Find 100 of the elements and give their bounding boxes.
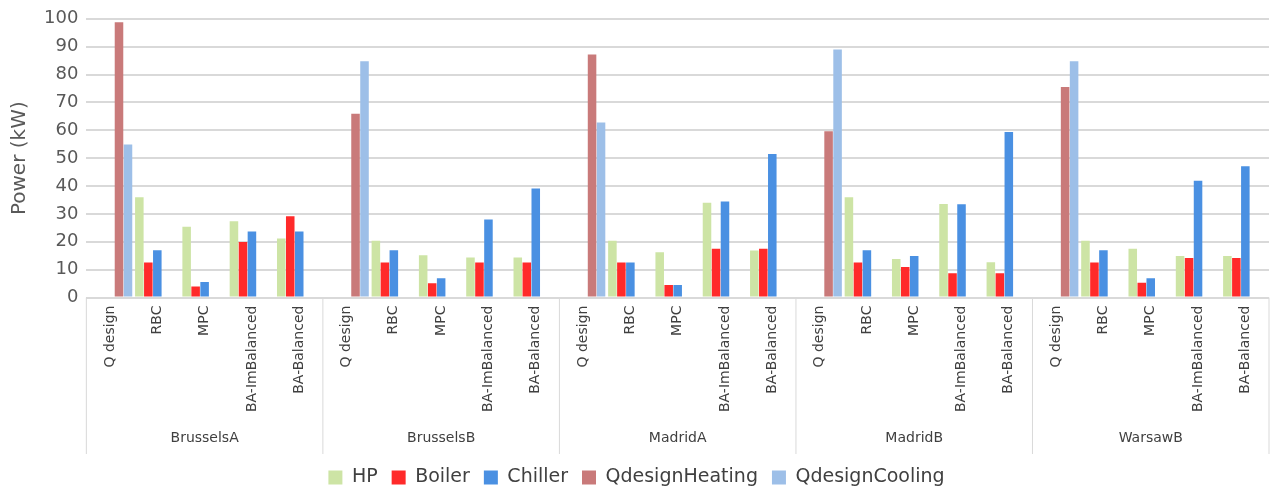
y-tick-label: 10 [55,257,79,279]
bar [191,286,200,297]
bar [617,262,626,297]
bar [123,144,133,297]
bar [135,197,144,297]
x-tick-label: BA-Balanced [999,305,1016,394]
x-tick-label: Q design [337,305,354,368]
bar [436,278,446,297]
x-tick-label: BA-ImBalanced [952,305,969,413]
legend-label: Boiler [415,464,471,487]
bar [909,256,919,297]
x-tick-label: BA-ImBalanced [479,305,496,413]
bar [759,248,768,297]
text: MadridB [885,428,944,445]
text: BrusselsA [170,428,240,445]
legend-label: QdesignCooling [795,464,945,487]
bar [389,250,399,297]
bar [247,231,257,297]
bar [1137,282,1147,297]
y-tick-label: 90 [55,34,79,56]
x-tick-label: RBC [1094,305,1111,335]
x-tick-label: MPC [668,305,685,336]
x-tick-label: BA-Balanced [289,305,306,394]
bar [475,262,484,297]
x-tick-label: BA-ImBalanced [242,305,259,413]
bar [957,204,966,297]
y-tick-label: 100 [44,6,79,28]
bar [596,122,606,297]
bar [1241,166,1250,297]
x-tick-label: BA-Balanced [526,305,543,394]
bar [824,131,833,297]
x-tick-label: BA-ImBalanced [715,305,732,413]
bar [144,262,153,297]
bar [351,113,360,297]
bar [371,240,381,297]
y-tick-label: 30 [55,201,79,223]
y-tick-label: 0 [66,285,79,307]
y-tick-label: 60 [55,117,79,139]
x-tick-label: MPC [1141,305,1158,336]
x-tick-label: Q design [100,305,117,368]
bar [750,250,759,297]
x-tick-label: Q design [573,305,590,368]
x-tick-label: MPC [904,305,921,336]
bar [900,266,910,297]
bar [1146,278,1156,297]
bar [200,281,209,297]
x-tick-label: MPC [195,305,212,336]
bar [995,273,1005,297]
bar [484,219,493,297]
bar [862,250,872,297]
bar [608,240,617,297]
bar [522,262,532,297]
x-tick-label: RBC [147,305,164,335]
x-tick-label: BA-Balanced [762,305,779,394]
bar [833,49,842,297]
y-tick-label: 80 [55,62,79,84]
bar [1175,256,1185,297]
x-tick-label: RBC [384,305,401,335]
bar [1081,240,1090,297]
bar [114,22,124,297]
bar [626,262,635,297]
bar [294,231,304,297]
x-tick-label: Q design [1046,305,1063,368]
bar [664,285,673,297]
bar [1223,256,1232,297]
legend-label: HP [351,464,378,487]
bar [587,54,597,297]
bar [939,203,948,297]
bar [986,262,996,297]
bar [276,238,286,297]
bar [1128,248,1138,297]
bar [513,257,523,297]
bar [238,242,248,297]
x-tick-label: BA-Balanced [1235,305,1252,394]
bar [720,201,730,297]
legend-label: QdesignHeating [605,464,758,487]
text: WarsawB [1118,428,1183,445]
legend-label: Chiller [507,464,569,487]
y-axis-title: Power (kW) [6,101,31,216]
bar [418,255,428,297]
y-tick-label: 70 [55,90,79,112]
bar [1099,250,1108,297]
text: BrusselsB [407,428,476,445]
bar [153,250,162,297]
x-tick-label: RBC [857,305,874,335]
bar [711,248,721,297]
x-tick-label: Q design [810,305,827,368]
bar [466,257,475,297]
bar [853,262,863,297]
bar [182,226,191,297]
bar [1090,262,1099,297]
bar [673,285,682,297]
bar [531,188,541,297]
bar [1184,258,1194,297]
bar [1193,180,1203,297]
bar [891,259,901,297]
bar [1232,258,1241,297]
bar [1060,87,1070,297]
bar [229,221,239,297]
bar [1004,131,1014,297]
